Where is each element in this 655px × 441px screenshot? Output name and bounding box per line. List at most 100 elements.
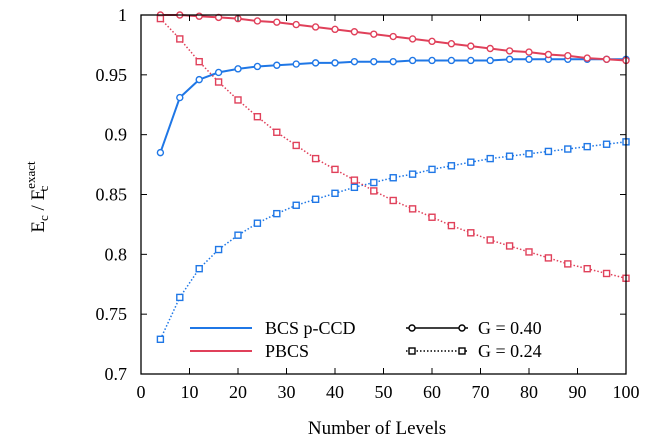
data-point (331, 59, 339, 67)
data-point (234, 231, 242, 239)
data-point (350, 57, 359, 66)
data-point (214, 68, 223, 77)
data-point (370, 30, 378, 38)
x-tick-label: 90 (569, 382, 587, 402)
data-point (156, 14, 165, 23)
data-point (486, 56, 494, 65)
y-axis-label-sub2: c (36, 185, 51, 191)
x-tick-label: 40 (326, 382, 344, 402)
legend-label-g040: G = 0.40 (478, 318, 542, 338)
y-tick-label: 0.85 (96, 185, 128, 205)
data-point (253, 219, 262, 227)
data-point (428, 37, 436, 46)
data-point (602, 269, 611, 278)
data-point (602, 55, 611, 63)
data-point (273, 61, 281, 69)
legend-label-g024: G = 0.24 (478, 341, 542, 361)
series-line-bcs-p-ccd-g-0-24 (159, 141, 627, 340)
data-point (195, 12, 203, 20)
data-point (311, 59, 320, 67)
data-point (253, 17, 262, 25)
data-point (467, 42, 475, 50)
data-point (370, 57, 378, 66)
x-tick-label: 0 (137, 382, 146, 402)
series-pbcs-g-0-40 (156, 11, 630, 65)
data-point (505, 47, 514, 55)
data-point (292, 20, 300, 29)
series-line-bcs-p-ccd-g-0-40 (159, 58, 626, 153)
series-bcs-p-ccd-g-0-40 (156, 55, 630, 157)
data-point (467, 158, 475, 166)
data-point (156, 148, 165, 157)
y-tick-label: 0.8 (105, 244, 128, 264)
legend-marker-g024-b (458, 347, 466, 355)
tick-layer: 0 10 20 30 40 50 60 70 80 90 100 0.7 0.75 0.8 0.85 0.9 0… (96, 5, 640, 402)
data-point (389, 57, 397, 66)
data-point (602, 140, 611, 148)
data-point (564, 51, 572, 60)
data-point (486, 44, 494, 53)
legend-label-bcs-pccd: BCS p-CCD (265, 318, 356, 338)
data-point (447, 56, 456, 65)
y-tick-label: 0.9 (105, 125, 128, 145)
data-point (525, 55, 533, 63)
data-point (234, 96, 242, 104)
legend: BCS p-CCD PBCS G = 0.40 G = 0.24 (190, 318, 542, 361)
series-line-pbcs-g-0-24 (159, 18, 627, 280)
y-axis-label: Ec / Eexactc (23, 161, 51, 233)
data-point (408, 205, 417, 213)
data-point (370, 178, 378, 187)
x-tick-label: 70 (472, 382, 490, 402)
data-point (564, 145, 572, 153)
data-point (428, 56, 436, 65)
data-point (389, 196, 397, 205)
data-point (195, 264, 203, 273)
data-point (370, 187, 378, 195)
data-point (583, 264, 591, 273)
y-axis-label-sep: / (28, 200, 49, 215)
data-point (525, 248, 533, 256)
y-axis-label-sub: c (36, 215, 51, 221)
data-point (311, 23, 320, 31)
data-point (176, 93, 184, 102)
data-point (331, 189, 339, 198)
data-point (389, 174, 397, 182)
plot-frame (140, 14, 627, 375)
data-point (311, 154, 320, 163)
data-point (331, 165, 339, 174)
data-point (447, 40, 456, 48)
x-tick-label: 20 (229, 382, 247, 402)
data-point (311, 195, 320, 203)
series-layer (156, 11, 630, 343)
y-axis-label-e2: E (28, 189, 49, 201)
data-point (544, 147, 553, 156)
data-point (176, 293, 184, 302)
data-point (292, 60, 300, 68)
data-point (408, 56, 417, 65)
y-axis-label-e: E (28, 221, 49, 233)
data-point (486, 236, 494, 244)
data-point (195, 75, 203, 84)
data-point (525, 150, 533, 158)
data-point (505, 242, 514, 250)
x-tick-label: 80 (520, 382, 538, 402)
data-point (583, 54, 591, 62)
data-point (505, 55, 514, 63)
data-point (486, 154, 494, 163)
data-point (176, 35, 184, 43)
data-point (544, 254, 553, 262)
data-point (408, 35, 417, 43)
data-point (214, 78, 223, 86)
data-point (544, 50, 553, 59)
data-point (564, 260, 572, 268)
data-point (467, 229, 475, 237)
y-tick-label: 1 (118, 5, 127, 25)
legend-marker-g040-a (408, 324, 416, 332)
y-tick-label: 0.75 (96, 304, 128, 324)
data-point (583, 142, 591, 151)
data-point (350, 28, 359, 36)
legend-label-pbcs: PBCS (265, 341, 309, 361)
data-point (447, 162, 456, 170)
data-point (331, 25, 339, 34)
y-tick-label: 0.95 (96, 65, 128, 85)
